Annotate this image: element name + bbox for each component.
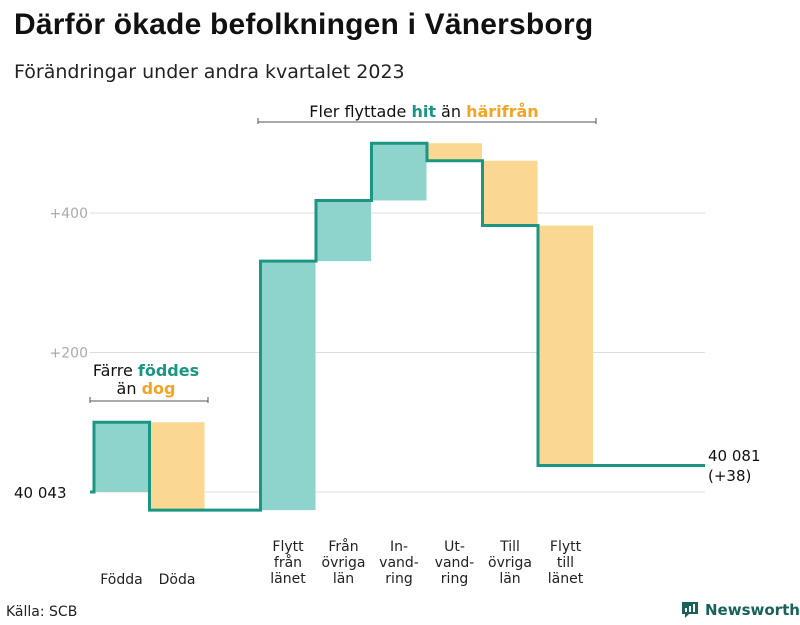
x-label-4-1: övriga xyxy=(322,555,366,571)
bar-chart-icon xyxy=(682,602,698,618)
x-label-5-0: In- xyxy=(390,539,408,555)
bar-4 xyxy=(316,200,371,262)
end-value-label-0: 40 081 xyxy=(708,447,761,465)
x-label-6-0: Ut- xyxy=(444,539,465,555)
y-tick-label-1: +400 xyxy=(50,206,88,222)
source-note: Källa: SCB xyxy=(6,604,78,620)
x-label-8-1: till xyxy=(557,555,574,571)
births-annotation-line2: än dog xyxy=(117,379,176,398)
x-label-8-0: Flytt xyxy=(550,539,582,555)
bar-8 xyxy=(538,225,593,466)
births-annotation-line1: Färre föddes xyxy=(93,361,199,380)
step-line xyxy=(90,141,705,512)
bar-3 xyxy=(260,261,316,511)
x-label-3-1: från xyxy=(274,554,302,571)
x-label-4-2: län xyxy=(333,571,354,587)
end-value-label-1: (+38) xyxy=(708,467,751,485)
bar-7 xyxy=(482,160,538,226)
x-label-5-2: ring xyxy=(385,571,412,587)
y-tick-label-0: +200 xyxy=(50,346,88,362)
brand-name: Newsworthy xyxy=(705,601,800,619)
x-label-6-2: ring xyxy=(441,571,468,587)
x-label-6-1: vand- xyxy=(435,555,475,571)
x-label-0-0: Födda xyxy=(100,572,142,588)
moves-annotation: Fler flyttade hit än härifrån xyxy=(309,102,538,121)
bar-5 xyxy=(371,143,427,201)
x-label-3-0: Flytt xyxy=(272,539,304,555)
chart-title: Därför ökade befolkningen i Vänersborg xyxy=(14,8,594,41)
moves-bracket xyxy=(257,118,597,124)
births-bracket xyxy=(89,397,209,403)
x-label-3-2: länet xyxy=(270,571,306,587)
x-label-1-0: Döda xyxy=(159,572,196,588)
bar-6 xyxy=(427,143,482,161)
bar-1 xyxy=(149,422,205,511)
x-label-5-1: vand- xyxy=(379,555,419,571)
bar-0 xyxy=(94,422,149,492)
x-label-8-2: länet xyxy=(548,571,584,587)
brand-logo: Newsworthy xyxy=(680,600,800,620)
x-label-7-0: Till xyxy=(499,539,520,555)
x-label-4-0: Från xyxy=(328,538,358,555)
x-label-7-2: län xyxy=(499,571,520,587)
x-label-7-1: övriga xyxy=(488,555,532,571)
chart-subtitle: Förändringar under andra kvartalet 2023 xyxy=(14,61,405,83)
start-value-label: 40 043 xyxy=(14,484,67,502)
